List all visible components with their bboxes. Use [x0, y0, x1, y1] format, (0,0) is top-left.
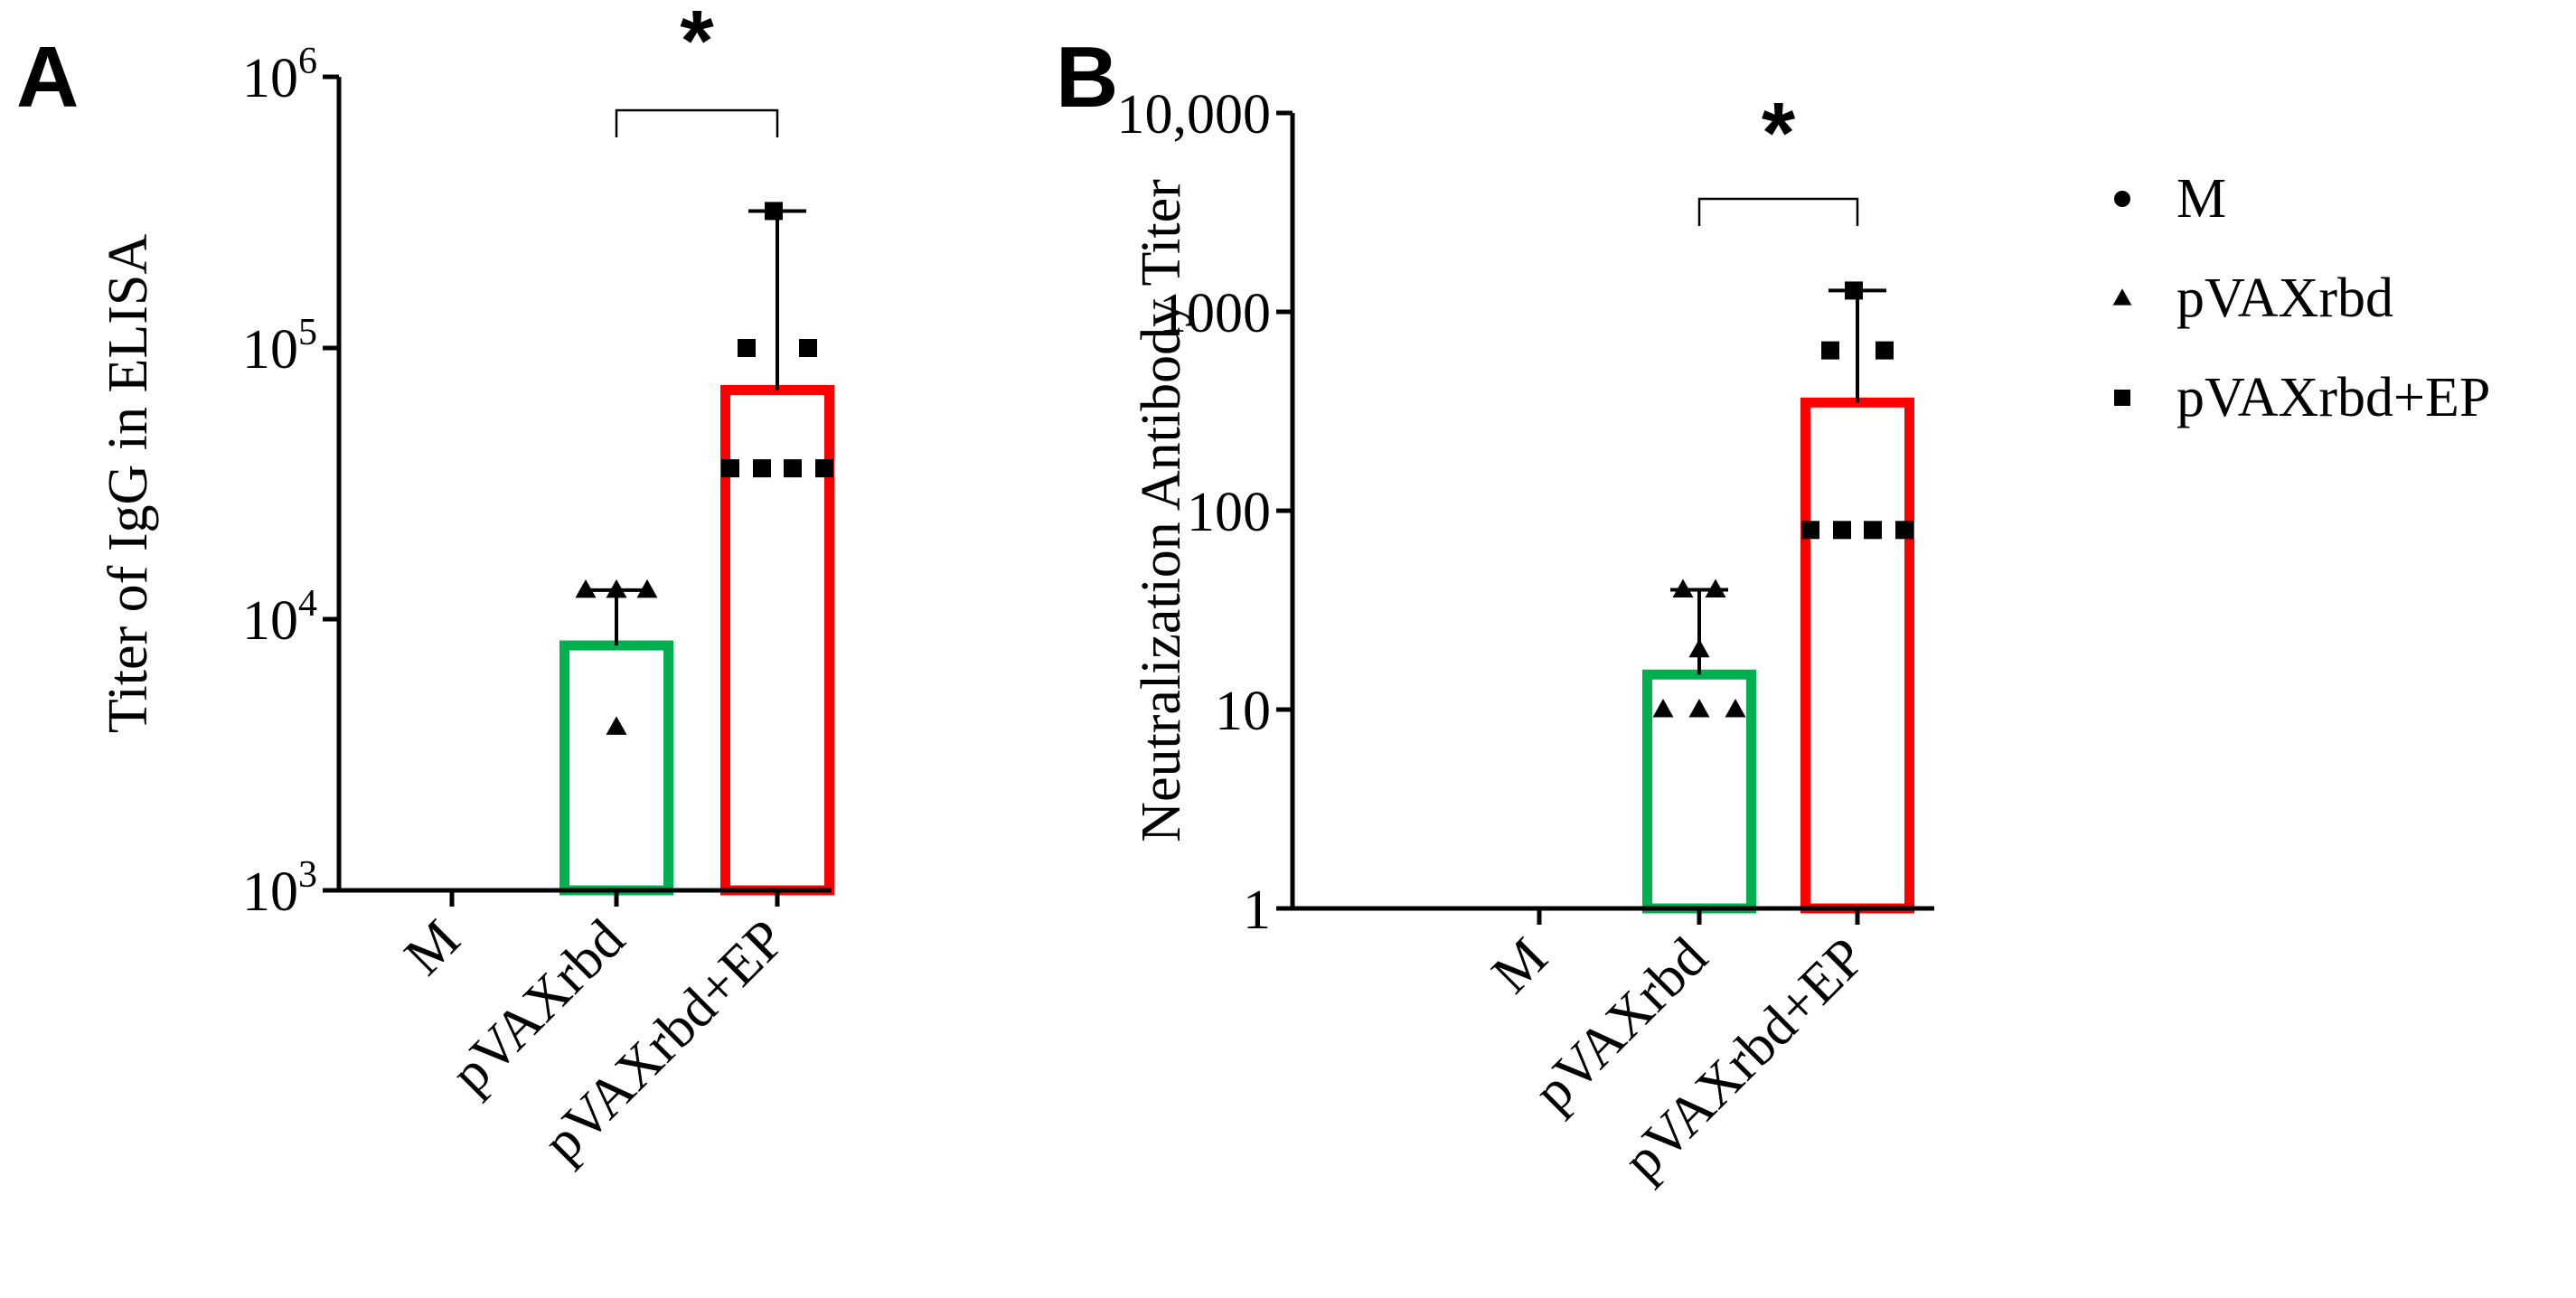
data-point — [1833, 521, 1851, 540]
y-tick-label: 106 — [242, 41, 317, 109]
data-point — [753, 459, 771, 478]
data-point — [1895, 521, 1913, 540]
y-tick-label: 1 — [1243, 879, 1271, 941]
data-point — [1672, 578, 1694, 598]
data-point — [1845, 281, 1863, 300]
data-point — [1821, 341, 1839, 360]
data-point — [784, 459, 802, 478]
significance-label: * — [680, 0, 714, 89]
legend-label: pVAXrbd — [2176, 268, 2393, 329]
y-tick-label: 104 — [242, 583, 317, 652]
data-point — [1688, 699, 1710, 718]
data-point — [1864, 521, 1882, 540]
significance-bracket — [615, 108, 779, 137]
y-tick-label: 1000 — [1159, 283, 1271, 344]
data-point — [799, 339, 817, 357]
significance-label: * — [1762, 85, 1796, 182]
bar — [720, 384, 834, 896]
x-tick-label: M — [1481, 926, 1559, 1005]
x-tick-label: M — [393, 908, 472, 987]
data-point — [738, 339, 756, 357]
y-tick-label: 10 — [1215, 681, 1271, 742]
y-tick-label: 105 — [242, 312, 317, 381]
y-axis-title: Titer of IgG in ELISA — [98, 234, 159, 733]
legend-marker-triangle — [2112, 288, 2132, 306]
data-point — [606, 578, 627, 598]
data-point — [815, 459, 833, 478]
panel-label: A — [16, 29, 79, 126]
legend-marker-square — [2114, 390, 2130, 406]
data-point — [636, 578, 658, 598]
legend-label: pVAXrbd+EP — [2176, 367, 2490, 428]
data-point — [1688, 638, 1710, 658]
data-point — [1652, 699, 1674, 718]
data-point — [1725, 699, 1746, 718]
significance-bracket — [1697, 197, 1859, 226]
y-tick-label: 100 — [1187, 482, 1271, 543]
bar — [1800, 397, 1914, 914]
data-point — [606, 716, 627, 735]
y-tick-label: 10,000 — [1117, 84, 1272, 146]
data-point — [1705, 578, 1726, 598]
chart-panel-b: B110100100010,000MpVAXrbdpVAXrbd+EPNeutr… — [1056, 29, 1934, 1191]
data-point — [575, 578, 597, 598]
bar — [559, 640, 673, 896]
y-axis-title: Neutralization Antibody Titer — [1131, 179, 1192, 842]
data-point — [1801, 521, 1819, 540]
data-point — [721, 459, 739, 478]
data-point — [765, 202, 783, 221]
panel-label: B — [1056, 29, 1118, 126]
data-point — [1876, 341, 1894, 360]
legend-label: M — [2176, 168, 2226, 230]
y-tick-label: 103 — [242, 854, 317, 923]
legend-marker-circle — [2114, 191, 2130, 207]
